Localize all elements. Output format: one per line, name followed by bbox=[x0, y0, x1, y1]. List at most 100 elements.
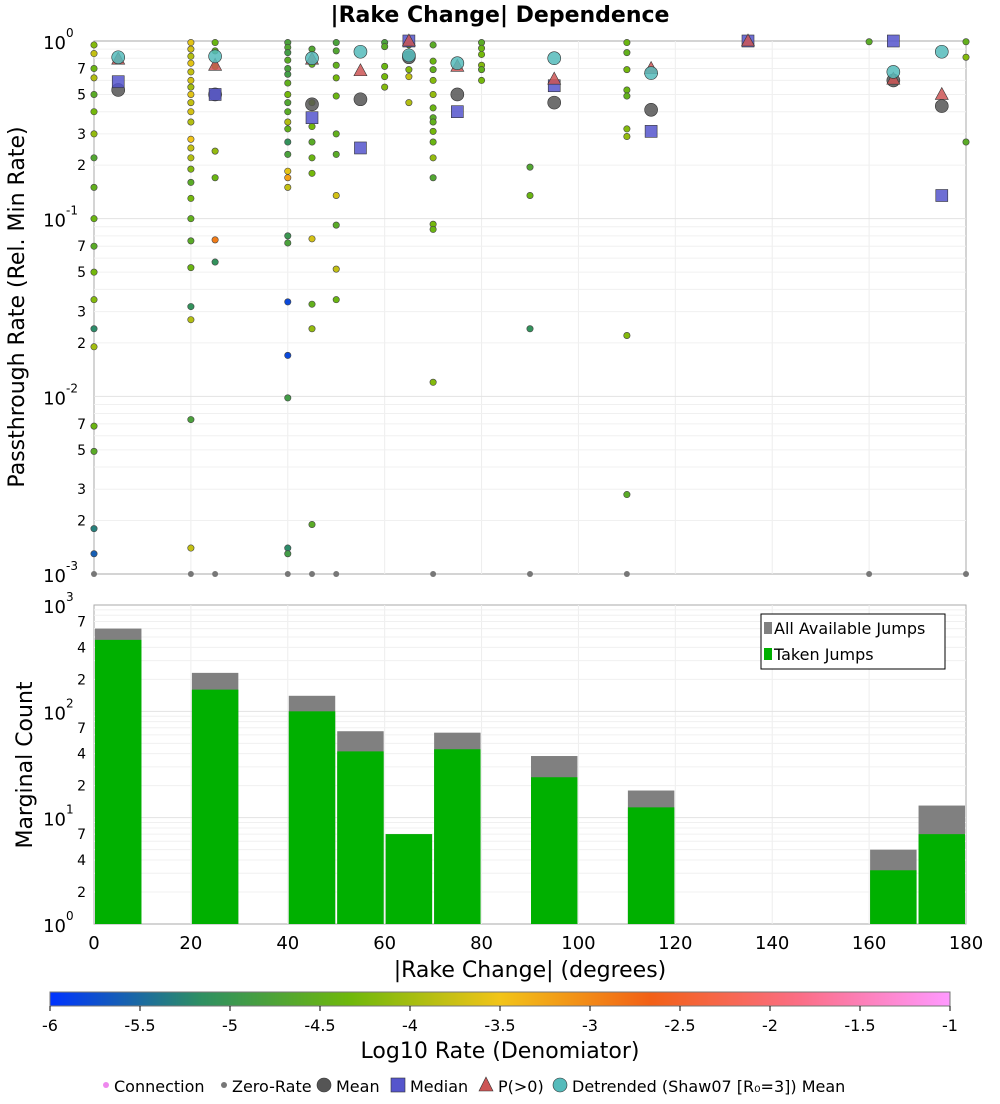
connection-point bbox=[211, 39, 219, 47]
connection-point bbox=[90, 50, 98, 58]
colorbar-ticks: -6 -5.5 -5 -4.5 -4 -3.5 -3 -2.5 -2 -1.5 -1 bbox=[42, 1006, 958, 1035]
histogram-y-minor-tick-label: 7 bbox=[77, 614, 86, 630]
series-marker-triangle bbox=[401, 33, 416, 47]
connection-point bbox=[187, 118, 195, 126]
connection-point bbox=[90, 422, 98, 430]
connection-point bbox=[962, 138, 970, 146]
x-tick-label: 140 bbox=[755, 933, 789, 954]
legend-icon-teal-circle bbox=[552, 1077, 568, 1093]
legend-label: P(>0) bbox=[498, 1077, 544, 1096]
colorbar-tick-label: -4.5 bbox=[304, 1016, 335, 1035]
connection-point bbox=[90, 154, 98, 162]
bar-taken bbox=[870, 870, 917, 924]
connection-point bbox=[187, 316, 195, 324]
series-marker-square bbox=[935, 189, 949, 202]
connection-point bbox=[308, 235, 316, 243]
scatter-y-tick-label: 10 bbox=[43, 33, 66, 54]
connection-point bbox=[405, 73, 413, 81]
connection-point bbox=[429, 174, 437, 182]
histogram-y-minor-tick-label: 4 bbox=[77, 747, 86, 763]
histogram-bars bbox=[95, 628, 965, 924]
connection-point bbox=[284, 118, 292, 126]
series-marker-circle bbox=[305, 97, 319, 112]
scatter-y-minor-tick-label: 5 bbox=[77, 87, 86, 103]
legend-icon-red-triangle bbox=[478, 1076, 494, 1092]
legend-swatch-taken bbox=[764, 648, 772, 660]
connection-point bbox=[623, 66, 631, 74]
connection-point bbox=[429, 66, 437, 74]
summary-series bbox=[111, 33, 949, 202]
bar-taken bbox=[385, 834, 433, 924]
connection-point bbox=[187, 52, 195, 60]
series-marker-circle bbox=[644, 66, 658, 80]
connection-point bbox=[405, 66, 413, 74]
colorbar-gradient bbox=[49, 991, 951, 1007]
connection-point bbox=[308, 300, 316, 308]
connection-point bbox=[284, 239, 292, 247]
connection-point bbox=[429, 138, 437, 146]
scatter-y-minor-tick-label: 2 bbox=[77, 514, 86, 530]
scatter-y-tick-label: 10 bbox=[43, 566, 66, 587]
connection-point bbox=[962, 38, 970, 46]
legend-icon-small-gray-dot bbox=[221, 1082, 227, 1088]
series-marker-square bbox=[111, 75, 125, 89]
x-tick-label: 20 bbox=[179, 933, 202, 954]
connection-point bbox=[284, 174, 292, 182]
connection-point bbox=[429, 90, 437, 98]
zero-rate-point bbox=[866, 571, 873, 577]
bar-taken bbox=[337, 751, 384, 924]
connection-point bbox=[623, 86, 631, 94]
scatter-y-minor-tick-label: 3 bbox=[77, 482, 86, 498]
colorbar-tick-label: -2.5 bbox=[664, 1016, 695, 1035]
zero-rate-point bbox=[527, 571, 533, 577]
connection-point bbox=[187, 303, 195, 311]
series-marker-circle bbox=[450, 56, 465, 70]
connection-points bbox=[90, 38, 970, 558]
connection-point bbox=[332, 221, 340, 229]
legend-label-all-available: All Available Jumps bbox=[774, 619, 925, 638]
colorbar-tick-label: -1.5 bbox=[844, 1016, 875, 1035]
histogram-y-minor-tick-label: 2 bbox=[77, 885, 86, 901]
connection-point bbox=[526, 192, 534, 200]
connection-point bbox=[90, 130, 98, 138]
connection-point bbox=[90, 65, 98, 73]
series-marker-circle bbox=[305, 51, 319, 66]
legend-label: Connection bbox=[114, 1077, 205, 1096]
connection-point bbox=[187, 154, 195, 162]
bar-taken bbox=[288, 711, 336, 924]
connection-point bbox=[623, 49, 631, 57]
connection-point bbox=[284, 167, 292, 175]
connection-point bbox=[623, 133, 631, 141]
scatter-y-minor-tick-label: 2 bbox=[77, 158, 86, 174]
series-marker-square bbox=[305, 111, 319, 125]
connection-point bbox=[284, 79, 292, 87]
colorbar-tick-label: -5 bbox=[222, 1016, 238, 1035]
colorbar-tick-label: -3 bbox=[582, 1016, 598, 1035]
zero-rate-point bbox=[187, 571, 194, 577]
scatter-y-tick-exponent: -1 bbox=[66, 204, 78, 218]
series-marker-square bbox=[451, 105, 464, 119]
connection-point bbox=[623, 125, 631, 133]
connection-point bbox=[429, 378, 437, 386]
histogram-y-minor-tick-label: 2 bbox=[77, 672, 86, 688]
connection-point bbox=[962, 53, 970, 61]
connection-point bbox=[187, 215, 195, 223]
connection-point bbox=[284, 49, 292, 57]
connection-point bbox=[187, 544, 195, 552]
connection-point bbox=[478, 50, 486, 58]
connection-point bbox=[284, 99, 292, 107]
scatter-y-minor-tick-label: 7 bbox=[77, 62, 86, 78]
connection-point bbox=[308, 169, 316, 177]
connection-point bbox=[478, 66, 486, 74]
connection-point bbox=[332, 130, 340, 138]
histogram-y-tick-label: 10 bbox=[43, 810, 66, 831]
histogram-y-minor-tick-label: 4 bbox=[77, 853, 86, 869]
connection-point bbox=[381, 83, 389, 91]
connection-point bbox=[90, 183, 98, 191]
histogram-y-minor-tick-label: 7 bbox=[77, 721, 86, 737]
legend-icon-blue-square bbox=[390, 1077, 406, 1093]
connection-point bbox=[187, 59, 195, 67]
connection-point bbox=[284, 150, 292, 158]
connection-point bbox=[429, 57, 437, 65]
legend-label: Median bbox=[410, 1077, 468, 1096]
